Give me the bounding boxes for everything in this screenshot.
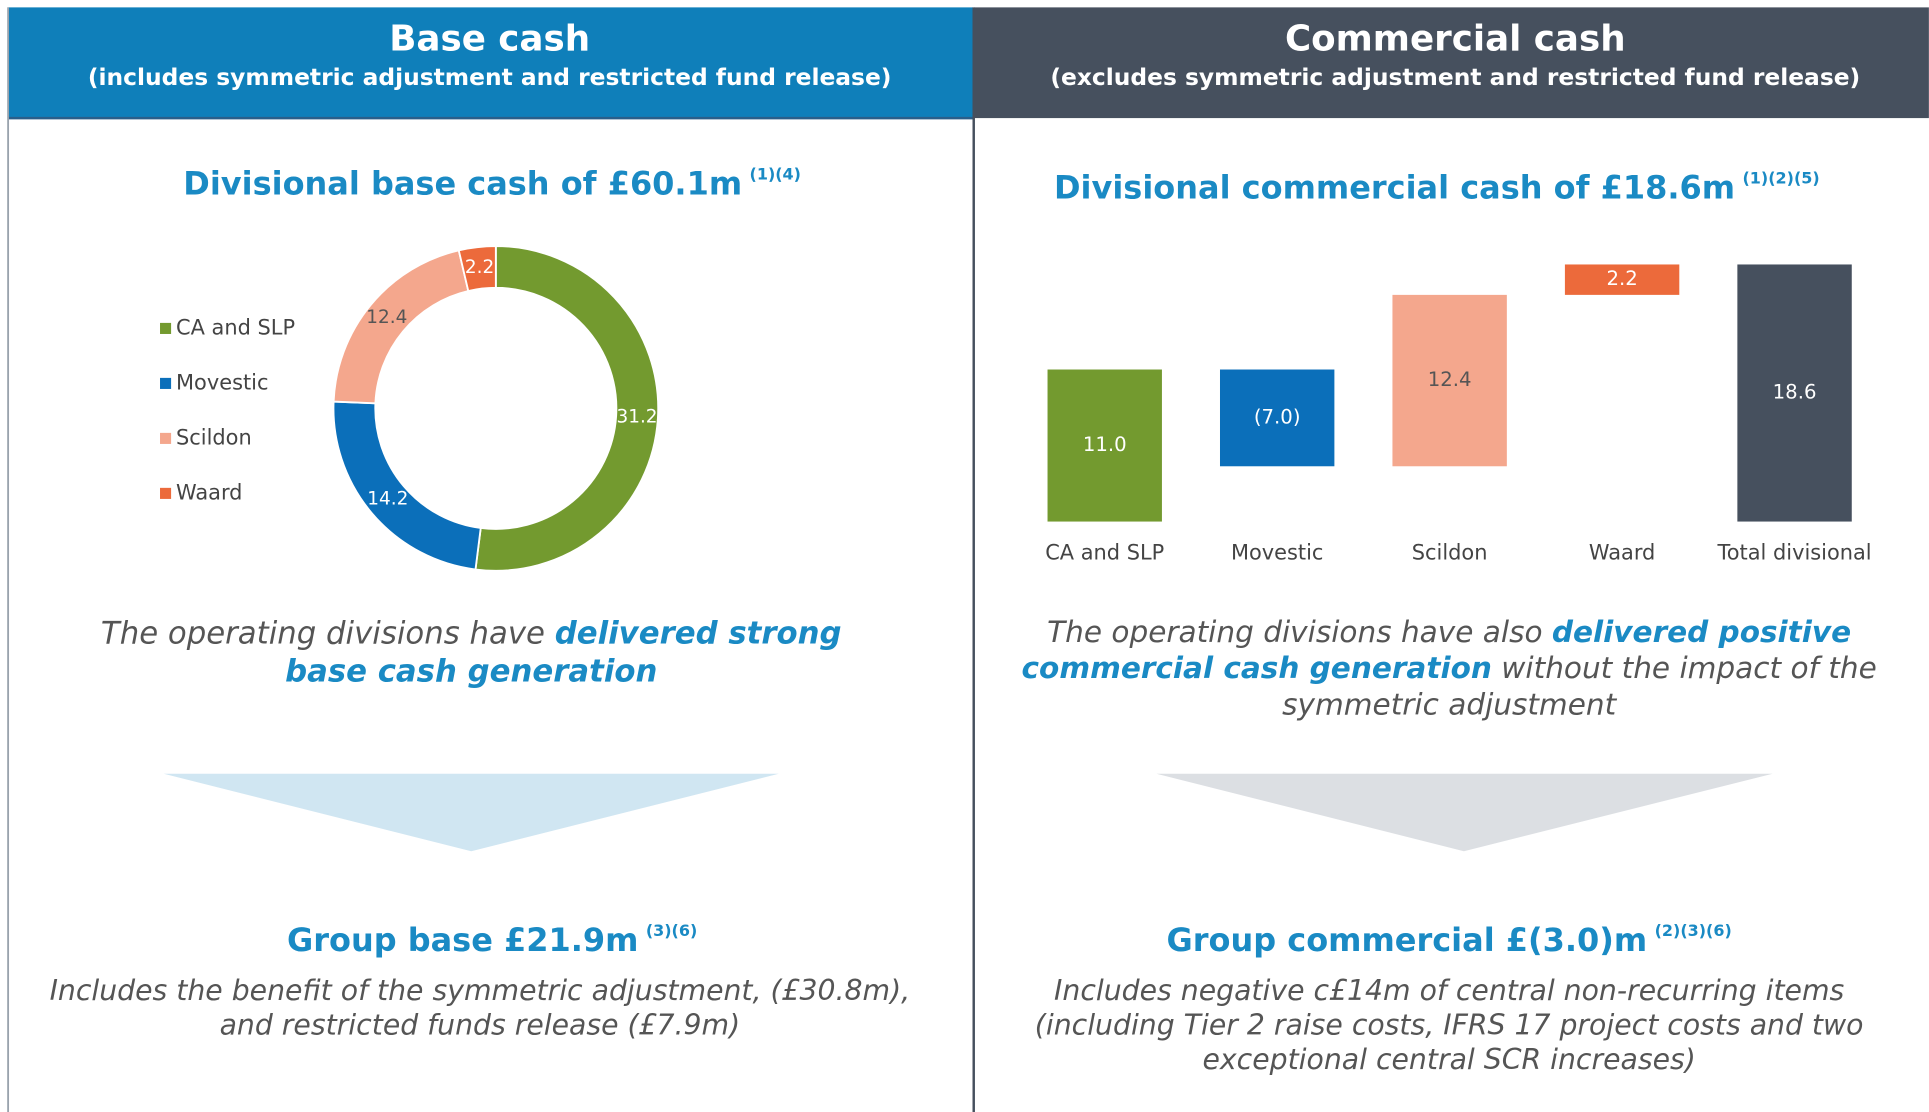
header-subtitle: (excludes symmetric adjustment and restr… xyxy=(1050,63,1860,91)
paragraph-box: The operating divisions have also delive… xyxy=(1000,615,1898,723)
legend-swatch xyxy=(160,432,172,444)
arrow xyxy=(163,773,779,852)
heading-text: Group commercial £(3.0)m xyxy=(1167,921,1648,959)
x-tick-label: Movestic xyxy=(1231,541,1323,565)
paragraph: The operating divisions have delivered s… xyxy=(90,615,853,690)
data-label: 12.4 xyxy=(366,307,407,328)
legend-label: Movestic xyxy=(176,370,268,394)
note: Includes the benefit of the symmetric ad… xyxy=(49,975,911,1042)
heading-note: (1)(2)(5) xyxy=(1742,168,1819,187)
heading-text: Group base £21.9m xyxy=(287,921,638,959)
data-label: 11.0 xyxy=(1083,433,1127,456)
paragraph: Includes the benefit of the symmetric ad… xyxy=(25,974,935,1043)
heading-text: Divisional commercial cash of £18.6m xyxy=(1054,168,1735,206)
data-label: 14.2 xyxy=(367,489,408,510)
donut-slice xyxy=(474,245,660,572)
bar xyxy=(1737,264,1852,522)
header-bg xyxy=(7,7,974,119)
arrow xyxy=(1156,773,1773,852)
data-label: 2.2 xyxy=(1606,267,1637,290)
paragraph: The operating divisions have also delive… xyxy=(1000,615,1898,723)
heading: Group commercial £(3.0)m (2)(3)(6) xyxy=(1167,921,1732,960)
donut-slice xyxy=(457,245,497,293)
bar xyxy=(1392,294,1507,467)
paragraph: Includes negative c£14m of central non-r… xyxy=(994,974,1904,1078)
heading-note: (3)(6) xyxy=(646,921,697,940)
legend-label: Scildon xyxy=(176,425,252,449)
caption-part: delivered positive commercial cash gener… xyxy=(1021,615,1852,686)
legend-swatch xyxy=(160,487,172,499)
caption-part: delivered strong base cash generation xyxy=(285,615,842,689)
caption-part: The operating divisions have also xyxy=(1047,615,1552,650)
donut-slice xyxy=(332,400,482,571)
x-tick-label: Scildon xyxy=(1412,541,1488,565)
paragraph-box: The operating divisions have delivered s… xyxy=(90,615,853,690)
paragraph-box: Includes the benefit of the symmetric ad… xyxy=(25,974,935,1043)
bar xyxy=(1219,369,1335,467)
caption-part: The operating divisions have xyxy=(100,615,555,651)
header-title: Base cash xyxy=(389,19,590,60)
x-tick-label: CA and SLP xyxy=(1045,541,1164,565)
x-tick-label: Waard xyxy=(1589,541,1655,565)
legend-swatch xyxy=(160,322,172,334)
data-label: 2.2 xyxy=(465,257,494,278)
data-label: 18.6 xyxy=(1773,381,1817,404)
x-tick-label: Total divisional xyxy=(1717,541,1872,565)
note: Includes negative c£14m of central non-r… xyxy=(1034,975,1864,1077)
heading: Group base £21.9m (3)(6) xyxy=(287,921,697,960)
heading-note: (2)(3)(6) xyxy=(1655,921,1732,940)
heading: Divisional base cash of £60.1m (1)(4) xyxy=(183,164,801,203)
paragraph-box: Includes negative c£14m of central non-r… xyxy=(994,974,1904,1078)
data-label: (7.0) xyxy=(1254,405,1301,428)
header-title: Commercial cash xyxy=(1285,19,1626,60)
bar xyxy=(1047,369,1162,522)
heading-text: Divisional base cash of £60.1m xyxy=(183,165,742,203)
legend-label: Waard xyxy=(176,480,242,504)
bar xyxy=(1564,264,1680,295)
data-label: 12.4 xyxy=(1428,368,1472,391)
header-subtitle: (includes symmetric adjustment and restr… xyxy=(88,63,892,91)
heading-note: (1)(4) xyxy=(750,164,801,183)
legend-swatch xyxy=(160,377,172,389)
caption-part: without the impact of the symmetric adju… xyxy=(1282,651,1877,722)
data-label: 31.2 xyxy=(616,406,657,427)
legend-label: CA and SLP xyxy=(176,315,295,339)
header-bg xyxy=(974,7,1929,119)
heading: Divisional commercial cash of £18.6m (1)(… xyxy=(1054,168,1820,207)
